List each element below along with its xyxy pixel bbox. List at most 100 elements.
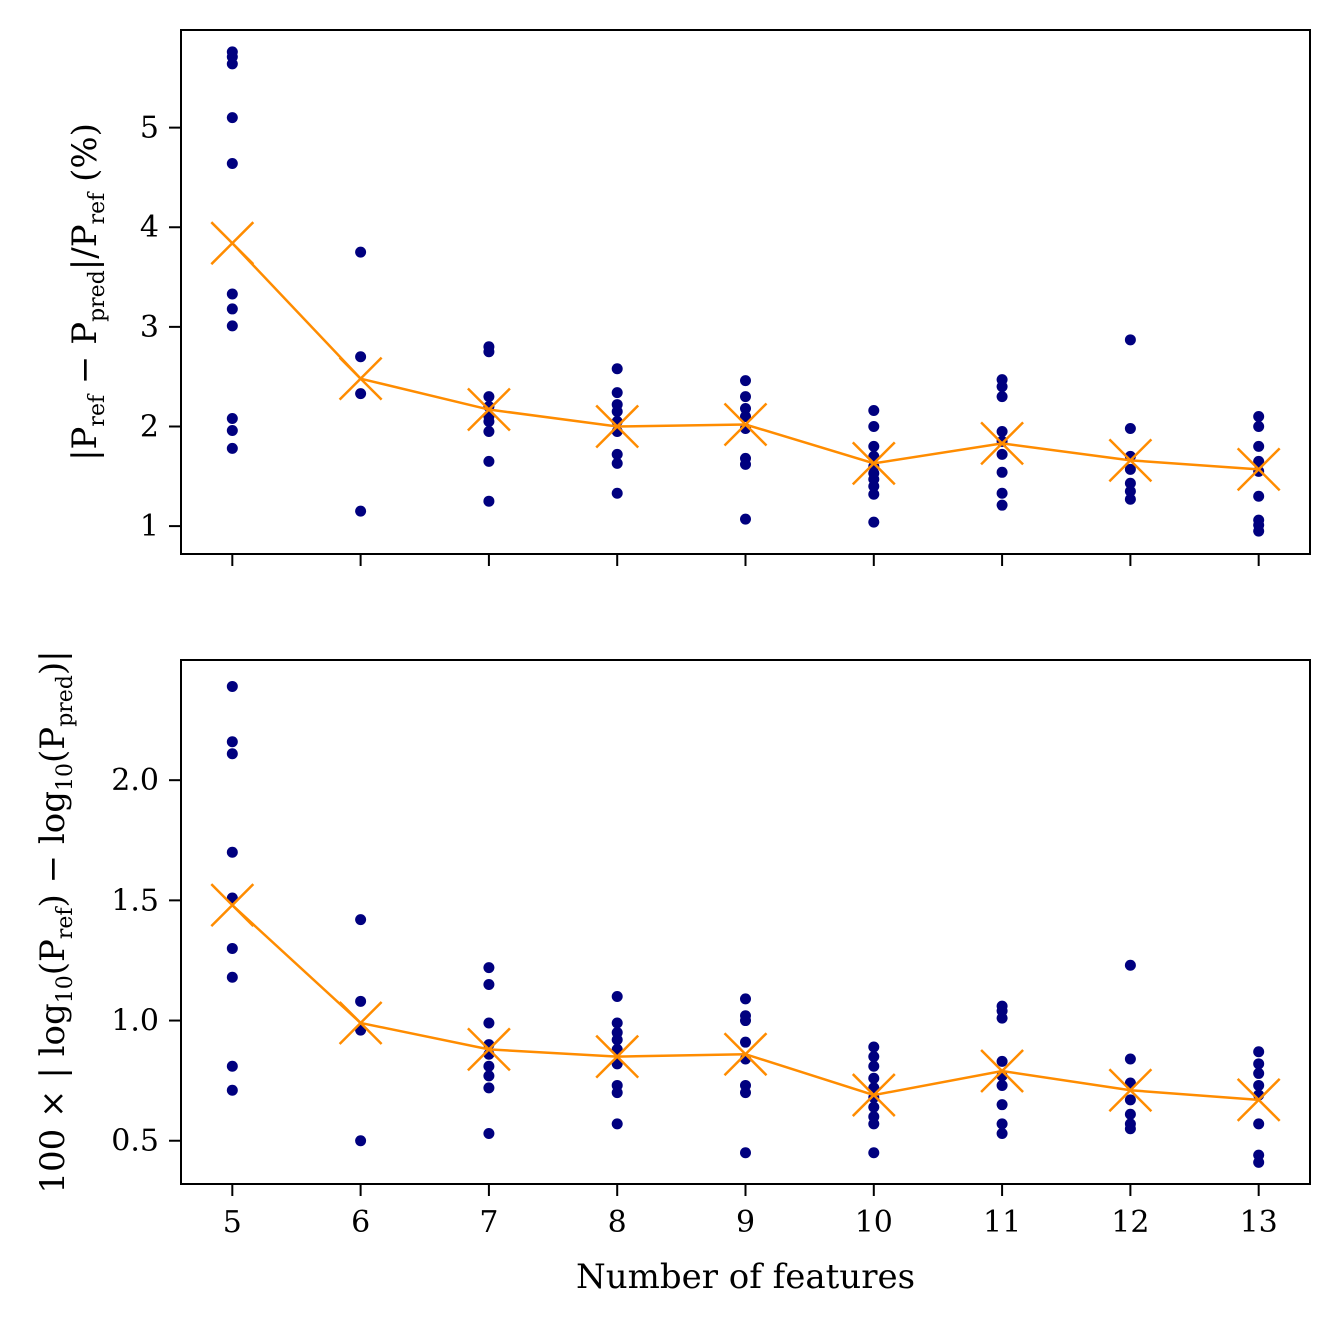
mean-marker-stroke: [595, 1034, 640, 1079]
y-tick-label: 4: [140, 210, 159, 245]
y-axis-label-part: ref: [85, 191, 110, 225]
x-tick-label: 8: [608, 1205, 627, 1240]
data-point: [611, 1017, 623, 1029]
data-point: [611, 399, 623, 411]
y-tick-label: 5: [140, 111, 159, 146]
mean-marker-stroke: [210, 221, 255, 266]
mean-marker: [1236, 1077, 1281, 1122]
mean-marker: [338, 1001, 383, 1045]
data-point: [226, 288, 238, 300]
y-tick-label: 1: [140, 509, 159, 544]
x-tick-label: 11: [983, 1205, 1021, 1240]
mean-marker: [851, 1073, 896, 1117]
mean-marker-stroke: [467, 387, 511, 432]
data-point: [483, 455, 495, 467]
y-axis-label-part: pred: [85, 270, 110, 322]
mean-marker: [595, 1034, 640, 1079]
data-point: [740, 391, 751, 403]
data-point: [483, 978, 495, 990]
mean-marker: [595, 404, 640, 449]
mean-marker-stroke: [980, 1049, 1024, 1093]
mean-marker: [1108, 438, 1153, 483]
data-point: [996, 1118, 1008, 1130]
data-point: [1124, 334, 1136, 346]
data-point: [996, 466, 1008, 478]
data-point: [611, 387, 623, 399]
data-point: [611, 1118, 623, 1130]
mean-marker-stroke: [723, 402, 768, 447]
data-point: [611, 457, 623, 469]
mean-marker: [980, 421, 1024, 466]
mean-marker-stroke: [980, 421, 1024, 466]
y-tick-label: 3: [140, 310, 159, 345]
data-point: [740, 452, 751, 464]
y-axis-label-part: − P: [65, 322, 105, 395]
data-point: [226, 748, 238, 760]
mean-marker-stroke: [723, 1032, 768, 1077]
data-point: [1124, 1094, 1136, 1106]
y-axis-label: 100 × | log10(Pref) − log10(Ppred)|: [33, 650, 78, 1193]
data-point: [1253, 465, 1265, 477]
y-axis-label-part: pred: [53, 675, 78, 727]
y-tick-label: 2: [140, 409, 159, 444]
data-point: [1124, 477, 1136, 489]
x-axis-label: Number of features: [576, 1257, 915, 1297]
data-point: [740, 1079, 751, 1091]
data-point: [1253, 455, 1265, 467]
y-axis-label-part: 100 × | log: [33, 1003, 73, 1193]
data-point: [226, 157, 238, 169]
data-point: [611, 1027, 623, 1039]
data-point: [740, 993, 751, 1005]
data-point: [868, 1051, 880, 1063]
data-point: [868, 1041, 880, 1053]
data-point: [1253, 411, 1265, 423]
mean-marker: [1108, 1068, 1153, 1113]
mean-marker-stroke: [338, 356, 383, 401]
data-point: [1253, 1058, 1265, 1070]
mean-marker-stroke: [1108, 438, 1153, 483]
data-point: [740, 403, 751, 415]
mean-marker: [723, 1032, 768, 1077]
data-point: [996, 487, 1008, 499]
data-point: [868, 405, 880, 417]
data-point: [226, 112, 238, 124]
data-point: [996, 1055, 1008, 1067]
data-point: [226, 942, 238, 954]
data-point: [611, 448, 623, 460]
data-point: [1124, 485, 1136, 497]
data-point: [483, 391, 495, 403]
data-point: [1124, 1108, 1136, 1120]
data-point: [996, 499, 1008, 511]
data-point: [355, 995, 367, 1007]
mean-marker-stroke: [1236, 447, 1281, 492]
data-point: [868, 516, 880, 528]
y-axis-label-part: |P: [65, 427, 105, 461]
data-point: [611, 1079, 623, 1091]
data-point: [996, 391, 1008, 403]
data-point: [1253, 1046, 1265, 1058]
data-point: [483, 1060, 495, 1072]
y-axis-label-part: 10: [53, 975, 78, 1003]
data-point: [226, 846, 238, 858]
data-point: [483, 495, 495, 507]
data-point: [996, 1079, 1008, 1091]
data-point: [226, 413, 238, 425]
mean-line: [231, 242, 1259, 471]
data-point: [740, 375, 751, 387]
x-tick-label: 5: [223, 1205, 242, 1240]
data-point: [868, 1072, 880, 1084]
data-point: [996, 425, 1008, 437]
data-point: [1253, 490, 1265, 502]
plot-frame: [180, 29, 1311, 555]
data-point: [483, 1070, 495, 1082]
y-axis-label-part: (P: [33, 727, 73, 763]
x-tick-label: 13: [1240, 1205, 1278, 1240]
mean-marker-stroke: [1236, 1077, 1281, 1122]
x-tick-label: 7: [479, 1205, 498, 1240]
mean-marker: [210, 883, 255, 928]
data-point: [868, 440, 880, 452]
data-point: [1253, 420, 1265, 432]
data-point: [868, 420, 880, 432]
